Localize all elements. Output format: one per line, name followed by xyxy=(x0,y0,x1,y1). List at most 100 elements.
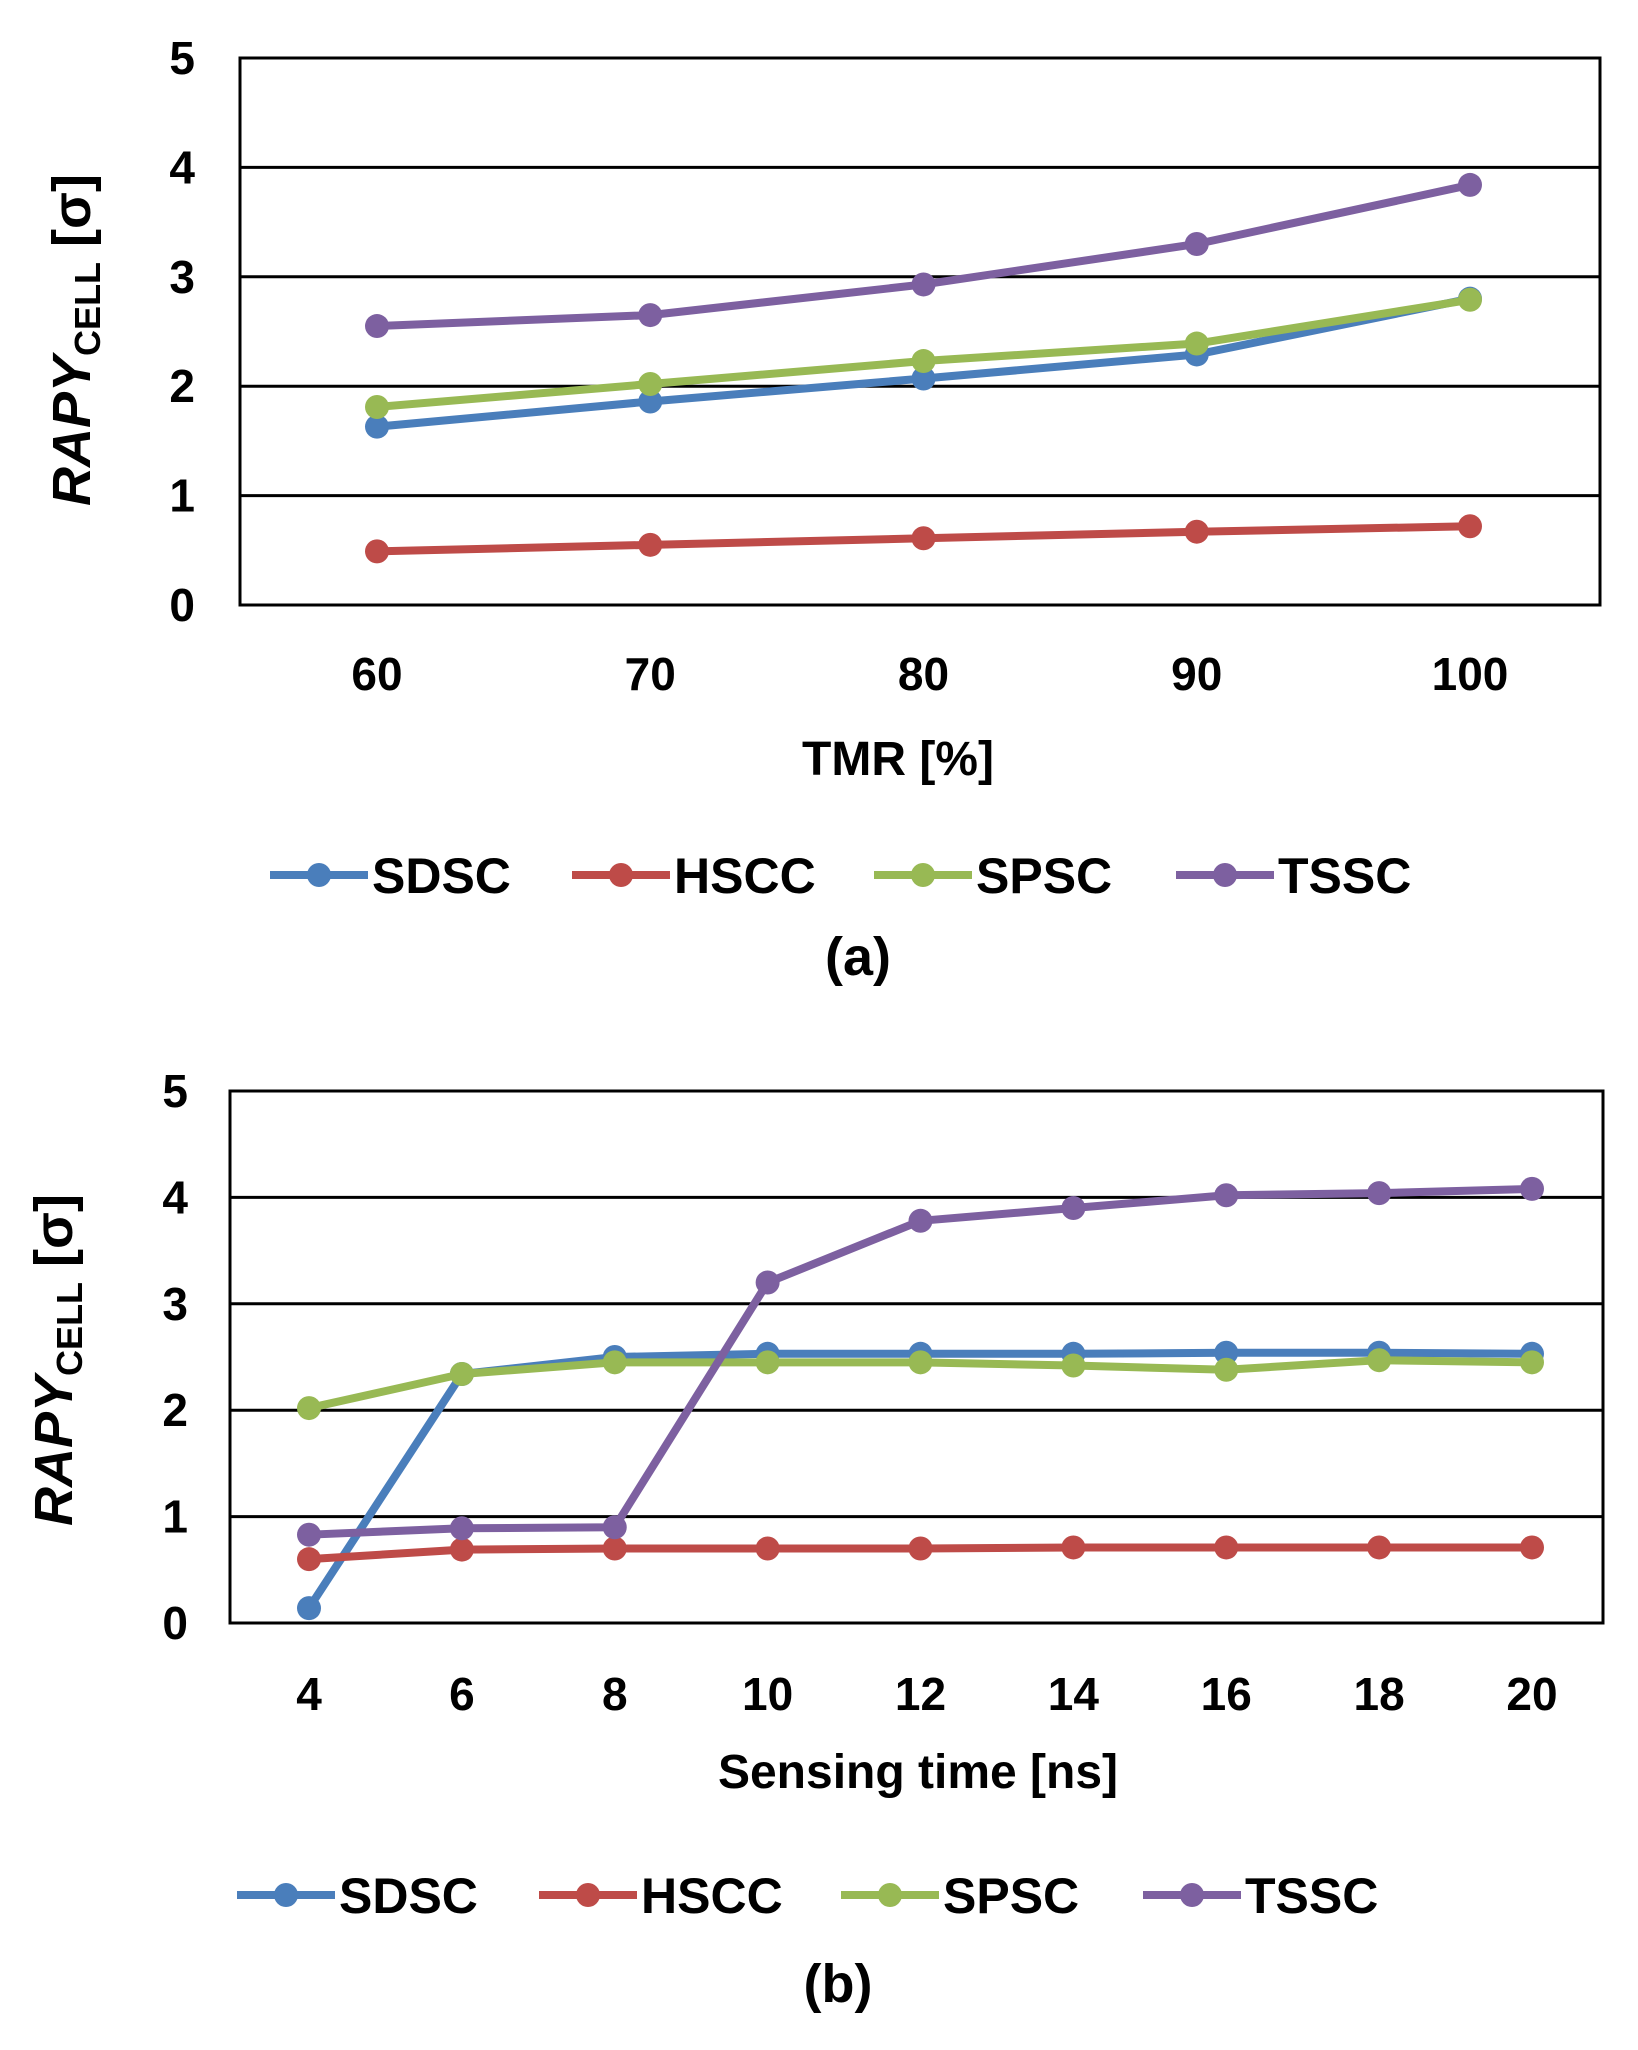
chart-b-y-tick-label: 0 xyxy=(162,1597,188,1649)
chart-a-point-tssc xyxy=(365,314,389,339)
chart-a-y-tick-label: 4 xyxy=(169,141,195,193)
chart-b-point-tssc xyxy=(1367,1181,1392,1206)
chart-b-legend-label-spsc: SPSC xyxy=(943,1868,1079,1924)
chart-a-x-axis-title: TMR [%] xyxy=(802,733,994,786)
chart-a-line-tssc xyxy=(376,180,1471,331)
chart-b-series-sdsc xyxy=(297,1340,1544,1621)
chart-a-legend-label-hscc: HSCC xyxy=(674,848,816,904)
chart-b-series xyxy=(297,1176,1544,1621)
chart-a-point-hscc xyxy=(1184,519,1209,544)
chart-a-point-sdsc xyxy=(638,389,663,414)
chart-a-y-tick-label: 3 xyxy=(169,251,195,303)
chart-a-legend-marker-spsc xyxy=(911,863,935,887)
chart-a-point-hscc xyxy=(638,532,663,557)
chart-a-legend-label-sdsc: SDSC xyxy=(372,848,511,904)
chart-b-point-tssc xyxy=(602,1515,627,1540)
chart-b-point-spsc xyxy=(602,1350,627,1375)
chart-a-series xyxy=(365,172,1482,564)
chart-b-y-ticks: 0 1 2 3 4 5 xyxy=(162,1065,188,1649)
chart-b-point-tssc xyxy=(449,1516,474,1541)
chart-b-x-tick-label: 20 xyxy=(1506,1668,1557,1720)
chart-b-series-spsc xyxy=(297,1348,1544,1421)
chart-b-point-tssc xyxy=(1520,1176,1544,1201)
chart-b-point-hscc xyxy=(1367,1535,1392,1560)
chart-b-point-spsc xyxy=(1214,1357,1239,1382)
chart-b-point-spsc xyxy=(449,1362,474,1387)
chart-a-x-ticks: 60 70 80 90 100 xyxy=(351,648,1508,700)
chart-b-legend-item-hscc: HSCC xyxy=(539,1868,783,1924)
chart-b-point-spsc xyxy=(1367,1348,1392,1373)
chart-a-point-spsc xyxy=(1458,287,1482,312)
chart-b-point-spsc xyxy=(1061,1353,1086,1378)
chart-a-legend-item-spsc: SPSC xyxy=(874,848,1112,904)
chart-b-point-tssc xyxy=(297,1522,321,1547)
chart-b-point-spsc xyxy=(908,1350,933,1375)
chart-a-gridlines xyxy=(240,165,1600,498)
chart-b-legend-marker-tssc xyxy=(1180,1883,1204,1907)
chart-b-y-tick-label: 4 xyxy=(162,1171,188,1223)
chart-a-legend-item-sdsc: SDSC xyxy=(270,848,511,904)
chart-a-point-sdsc xyxy=(911,366,936,391)
chart-b-point-hscc xyxy=(449,1537,474,1562)
chart-b-series-tssc xyxy=(297,1176,1544,1547)
chart-a-legend-label-tssc: TSSC xyxy=(1278,848,1411,904)
chart-b-point-spsc xyxy=(297,1396,321,1421)
chart-a-point-spsc xyxy=(1184,331,1209,356)
chart-a-legend-label-spsc: SPSC xyxy=(976,848,1112,904)
chart-a-point-tssc xyxy=(1458,172,1482,197)
chart-b-point-hscc xyxy=(297,1547,321,1572)
chart-a-point-hscc xyxy=(1458,514,1482,539)
chart-b-point-hscc xyxy=(908,1536,933,1561)
chart-b-x-axis-title: Sensing time [ns] xyxy=(718,1746,1118,1799)
chart-a-legend-marker-hscc xyxy=(609,863,633,887)
chart-a-legend-marker-tssc xyxy=(1213,863,1237,887)
chart-a-point-tssc xyxy=(911,272,936,297)
chart-a-x-tick-label: 70 xyxy=(625,648,676,700)
chart-b-x-tick-label: 8 xyxy=(602,1668,628,1720)
chart-b-legend-marker-sdsc xyxy=(274,1883,298,1907)
chart-a-point-hscc xyxy=(911,526,936,551)
chart-a-x-tick-label: 60 xyxy=(351,648,402,700)
chart-a-legend-item-tssc: TSSC xyxy=(1176,848,1411,904)
chart-b-legend-label-tssc: TSSC xyxy=(1245,1868,1378,1924)
chart-b-point-spsc xyxy=(755,1350,780,1375)
chart-b-x-tick-label: 12 xyxy=(895,1668,946,1720)
chart-a-point-spsc xyxy=(365,394,389,419)
chart-b-point-tssc xyxy=(755,1270,780,1295)
chart-b-y-tick-label: 1 xyxy=(162,1491,188,1543)
chart-a-series-tssc xyxy=(365,172,1482,339)
chart-a-y-ticks: 0 1 2 3 4 5 xyxy=(169,32,195,631)
chart-a-y-tick-label: 1 xyxy=(169,470,195,522)
chart-a-series-spsc xyxy=(365,287,1482,419)
chart-a-point-tssc xyxy=(638,303,663,328)
chart-b-point-hscc xyxy=(1520,1535,1544,1560)
chart-b-point-sdsc xyxy=(1214,1340,1239,1365)
chart-b-x-tick-label: 6 xyxy=(449,1668,475,1720)
chart-b-y-tick-label: 3 xyxy=(162,1278,188,1330)
chart-b-series-hscc xyxy=(297,1535,1544,1572)
chart-a-y-axis-title: RAPYCELL [σ] xyxy=(42,174,108,506)
chart-a-point-hscc xyxy=(365,539,389,564)
chart-b-legend-item-spsc: SPSC xyxy=(841,1868,1079,1924)
chart-b-legend-item-sdsc: SDSC xyxy=(237,1868,478,1924)
chart-a-y-tick-label: 0 xyxy=(169,579,195,631)
chart-b-x-tick-label: 10 xyxy=(742,1668,793,1720)
chart-b-line-sdsc xyxy=(305,1348,1533,1611)
chart-a-legend: SDSC HSCC SPSC TSSC xyxy=(270,848,1411,904)
chart-a-x-tick-label: 80 xyxy=(898,648,949,700)
chart-a-series-hscc xyxy=(365,514,1482,564)
chart-b-point-spsc xyxy=(1520,1350,1544,1375)
chart-a-x-tick-label: 90 xyxy=(1171,648,1222,700)
chart-b-x-ticks: 4 6 8 10 12 14 16 18 20 xyxy=(296,1668,1557,1720)
chart-b-point-tssc xyxy=(1061,1196,1086,1221)
chart-b-x-tick-label: 16 xyxy=(1201,1668,1252,1720)
chart-b-point-tssc xyxy=(908,1208,933,1233)
chart-b-legend: SDSC HSCC SPSC TSSC xyxy=(237,1868,1378,1924)
chart-a-legend-marker-sdsc xyxy=(307,863,331,887)
chart-b-x-tick-label: 4 xyxy=(296,1668,322,1720)
chart-b-plot-frame xyxy=(228,1089,1605,1625)
chart-b-legend-marker-hscc xyxy=(576,1883,600,1907)
chart-a-plot-frame xyxy=(238,56,1602,607)
